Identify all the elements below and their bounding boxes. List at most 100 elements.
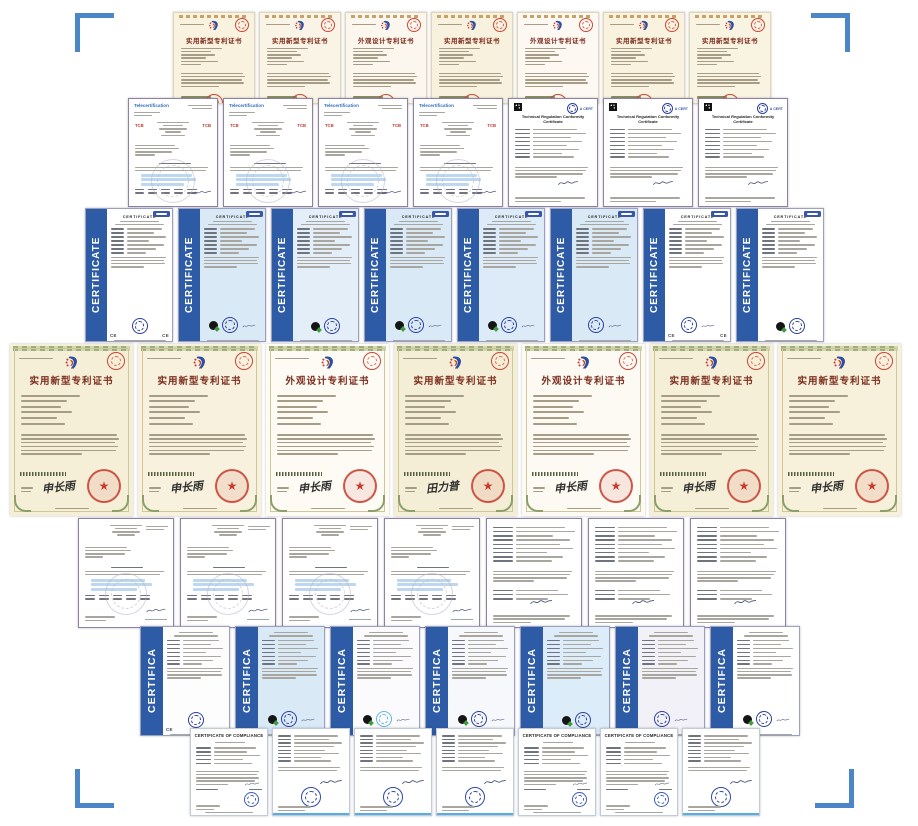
red-seal-inner — [581, 20, 591, 30]
field-value-placeholder — [372, 663, 393, 665]
decorative-border — [269, 346, 386, 351]
text-line-placeholder — [661, 434, 757, 436]
signature-icon — [401, 773, 425, 791]
field-label-placeholder — [576, 236, 589, 238]
signature-area — [382, 183, 402, 201]
text-line-placeholder — [181, 85, 220, 87]
field-value-placeholder — [294, 749, 325, 751]
green-check-icon — [462, 719, 469, 726]
field-row — [493, 539, 575, 541]
text-line-placeholder — [135, 144, 175, 147]
field-label-placeholder — [111, 240, 124, 242]
field-row — [524, 751, 590, 753]
logo-subtext-placeholder — [324, 110, 350, 117]
signature-icon — [145, 601, 167, 619]
field-value-placeholder — [777, 252, 797, 254]
field-value-placeholder — [591, 248, 622, 250]
text-line-placeholder — [219, 534, 237, 536]
barcode-strip — [276, 472, 322, 476]
field-label-placeholder — [111, 228, 124, 230]
text-line-placeholder — [697, 79, 758, 81]
date-placeholder — [822, 507, 857, 509]
text-line-placeholder — [321, 534, 339, 536]
red-seal-icon — [321, 18, 335, 32]
field-value-placeholder — [219, 228, 255, 230]
text-line-placeholder — [324, 114, 343, 117]
table-cell-placeholder — [377, 192, 387, 194]
certificate-title: CERTIFICATE OF COMPLIANCE — [194, 733, 264, 738]
product-cert-badge-icon — [267, 714, 279, 726]
text-line-placeholder — [325, 151, 362, 153]
seal-area — [163, 712, 229, 728]
text-line-placeholder — [420, 151, 457, 153]
signature-icon — [382, 183, 402, 201]
field-row — [167, 639, 225, 641]
field-row — [697, 547, 779, 550]
text-line-placeholder — [167, 667, 223, 670]
field-label-placeholder — [688, 756, 702, 759]
round-seal-icon — [324, 318, 340, 334]
field-row — [610, 136, 686, 138]
field-label-placeholder — [762, 240, 775, 242]
signature-icon — [349, 601, 371, 619]
field-label-placeholder — [669, 248, 682, 250]
round-seal-inner — [411, 320, 421, 330]
red-seal-inner — [750, 355, 762, 367]
signature-area — [631, 593, 655, 611]
field-label-placeholder — [360, 735, 374, 737]
text-line-placeholder — [21, 449, 116, 451]
certificate-paragraph-text — [611, 71, 677, 87]
field-row — [357, 655, 415, 657]
text-line-placeholder — [391, 553, 431, 555]
text-line-placeholder — [606, 808, 625, 810]
director-signature: 申长雨 — [297, 480, 332, 496]
fcc-grant-certificate — [282, 518, 378, 628]
text-line-placeholder — [661, 400, 708, 403]
signature-area — [733, 593, 757, 611]
field-value-placeholder — [752, 651, 776, 653]
field-value-placeholder — [294, 753, 340, 755]
red-seal-inner — [878, 355, 890, 367]
field-value-placeholder — [126, 252, 146, 254]
standards-row — [606, 789, 672, 791]
field-row — [524, 762, 590, 764]
field-row — [688, 745, 754, 748]
product-cert-badge-icon — [561, 715, 573, 727]
signer-label-placeholder — [789, 486, 801, 492]
field-label-placeholder — [357, 639, 370, 641]
tcb-logo-text: Telecertification — [134, 103, 169, 108]
text-line-placeholder — [442, 766, 505, 769]
field-label-placeholder — [515, 140, 531, 142]
round-seal-icon — [501, 317, 517, 333]
footer-left-placeholder — [85, 615, 115, 621]
text-line-placeholder — [611, 75, 676, 78]
field-value-placeholder — [533, 140, 582, 142]
field-value-placeholder — [294, 742, 342, 744]
text-line-placeholder — [349, 128, 377, 130]
red-seal-icon — [235, 18, 249, 32]
field-value-placeholder — [467, 651, 491, 653]
field-value-placeholder — [562, 663, 583, 665]
ce-mark-label: CE — [668, 333, 675, 338]
field-value-placeholder — [628, 132, 682, 134]
patent-certificate: 实用新型专利证书 — [173, 12, 255, 104]
field-value-placeholder — [719, 535, 758, 537]
footer-left-placeholder — [524, 804, 548, 810]
text-line-placeholder — [267, 85, 306, 87]
field-value-placeholder — [777, 244, 816, 246]
certificate-header-text: CERTIFICATE — [215, 215, 250, 219]
field-label-placeholder — [595, 598, 615, 600]
footer-text-placeholder — [113, 338, 166, 341]
text-line-placeholder — [149, 416, 186, 419]
field-label-placeholder — [360, 738, 374, 741]
field-row — [610, 148, 686, 150]
paragraph-placeholder — [610, 165, 686, 178]
certificate-band-text: CERTIFICATE — [458, 209, 479, 341]
field-label-placeholder — [762, 236, 775, 238]
field-row — [515, 136, 591, 138]
text-line-placeholder — [476, 107, 497, 110]
certificate-number-placeholder — [610, 23, 634, 26]
field-row — [167, 663, 225, 665]
table-cell-placeholder — [200, 598, 211, 600]
fine-print-placeholder — [278, 805, 312, 811]
